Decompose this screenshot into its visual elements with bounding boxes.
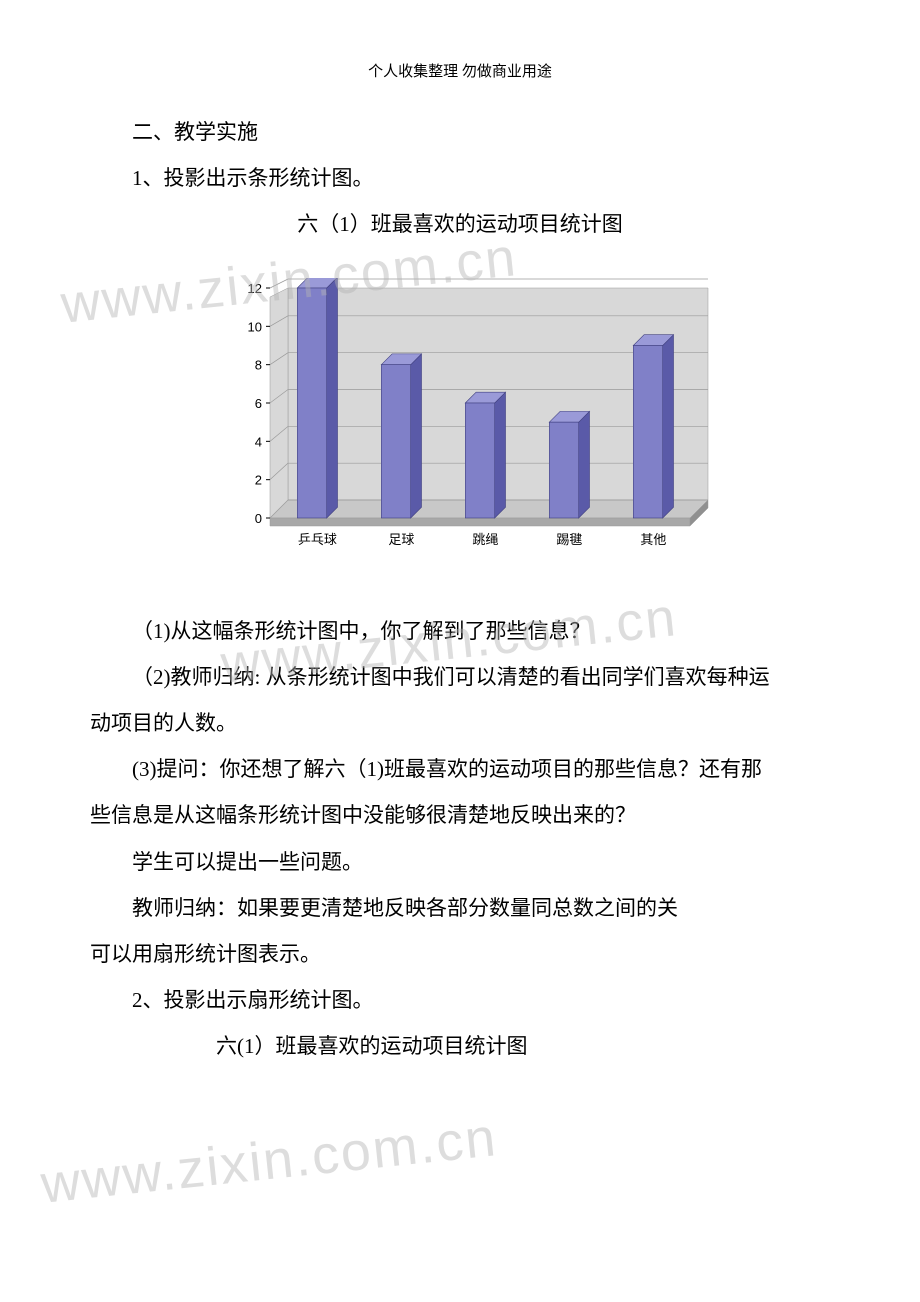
watermark: www.zixin.com.cn <box>38 1106 500 1216</box>
bar-chart: 0 2 4 6 8 10 12 乒乓球 足球 跳绳 踢毽 其他 <box>210 278 710 568</box>
svg-text:跳绳: 跳绳 <box>472 532 498 547</box>
svg-text:2: 2 <box>255 472 262 487</box>
svg-text:0: 0 <box>255 511 262 526</box>
body-text: 2、投影出示扇形统计图。 <box>90 977 830 1023</box>
body-text: 动项目的人数。 <box>90 700 830 746</box>
body-text: (3)提问：你还想了解六（1)班最喜欢的运动项目的那些信息？还有那 <box>90 746 830 792</box>
body-text: 些信息是从这幅条形统计图中没能够很清楚地反映出来的？ <box>90 792 830 838</box>
body-text: （1)从这幅条形统计图中，你了解到了那些信息？ <box>90 608 830 654</box>
chart-title: 六(1）班最喜欢的运动项目统计图 <box>90 1023 830 1069</box>
body-text: 可以用扇形统计图表示。 <box>90 931 830 977</box>
svg-text:踢毽: 踢毽 <box>556 532 582 547</box>
svg-text:其他: 其他 <box>640 532 666 547</box>
svg-text:足球: 足球 <box>388 532 414 547</box>
svg-text:8: 8 <box>255 357 262 372</box>
svg-text:12: 12 <box>248 281 262 296</box>
svg-text:乒乓球: 乒乓球 <box>298 532 337 547</box>
svg-text:4: 4 <box>255 434 262 449</box>
svg-text:10: 10 <box>248 319 262 334</box>
chart-title: 六（1）班最喜欢的运动项目统计图 <box>90 201 830 247</box>
body-text: 教师归纳：如果要更清楚地反映各部分数量同总数之间的关 <box>90 885 830 931</box>
body-text: （2)教师归纳: 从条形统计图中我们可以清楚的看出同学们喜欢每种运 <box>90 654 830 700</box>
page-header: 个人收集整理 勿做商业用途 <box>90 60 830 81</box>
svg-text:6: 6 <box>255 396 262 411</box>
body-text: 学生可以提出一些问题。 <box>90 839 830 885</box>
body-text: 1、投影出示条形统计图。 <box>90 155 830 201</box>
section-heading: 二、教学实施 <box>90 109 830 155</box>
